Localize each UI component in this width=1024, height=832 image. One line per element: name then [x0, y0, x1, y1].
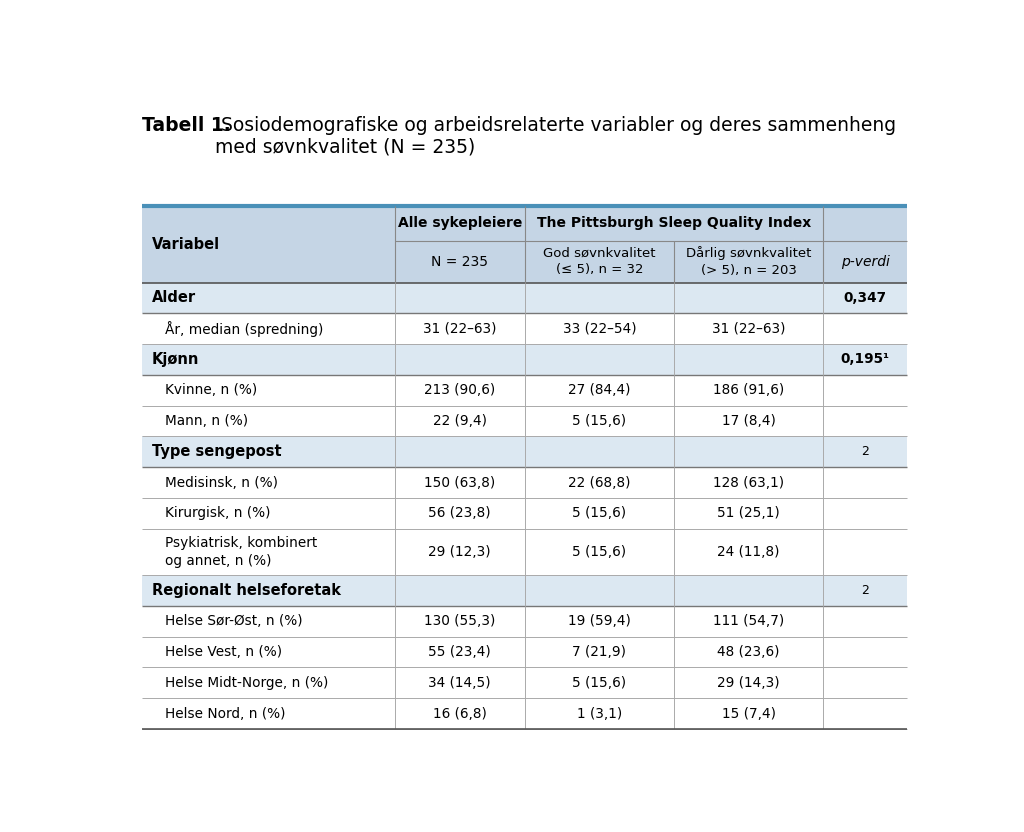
Bar: [142, 606, 907, 636]
Text: 213 (90,6): 213 (90,6): [424, 384, 496, 397]
Text: Type sengepost: Type sengepost: [152, 444, 282, 459]
Bar: [142, 698, 907, 729]
Bar: [142, 468, 907, 498]
Text: 2: 2: [861, 445, 869, 458]
Text: Helse Vest, n (%): Helse Vest, n (%): [165, 645, 282, 659]
Text: 34 (14,5): 34 (14,5): [428, 676, 492, 690]
Bar: [142, 636, 907, 667]
Text: Kjønn: Kjønn: [152, 352, 200, 367]
Text: Regionalt helseforetak: Regionalt helseforetak: [152, 583, 341, 598]
Bar: [142, 314, 907, 344]
Text: 7 (21,9): 7 (21,9): [572, 645, 627, 659]
Text: 55 (23,4): 55 (23,4): [428, 645, 492, 659]
Text: 22 (68,8): 22 (68,8): [568, 476, 631, 490]
Bar: [142, 283, 907, 314]
Text: 0,195¹: 0,195¹: [841, 353, 890, 366]
Text: 24 (11,8): 24 (11,8): [718, 545, 780, 559]
Text: 31 (22–63): 31 (22–63): [423, 322, 497, 335]
Text: Kirurgisk, n (%): Kirurgisk, n (%): [165, 507, 270, 521]
Text: 17 (8,4): 17 (8,4): [722, 414, 775, 428]
Text: 0,347: 0,347: [844, 291, 887, 305]
Text: Psykiatrisk, kombinert
og annet, n (%): Psykiatrisk, kombinert og annet, n (%): [165, 536, 316, 568]
Text: 16 (6,8): 16 (6,8): [433, 706, 486, 721]
Text: 51 (25,1): 51 (25,1): [717, 507, 780, 521]
Text: År, median (spredning): År, median (spredning): [165, 320, 323, 337]
Bar: [142, 344, 907, 375]
Text: God søvnkvalitet
(≤ 5), n = 32: God søvnkvalitet (≤ 5), n = 32: [543, 247, 655, 276]
Bar: [142, 375, 907, 406]
Bar: [142, 529, 907, 575]
Text: p-verdi: p-verdi: [841, 255, 890, 269]
Text: 56 (23,8): 56 (23,8): [428, 507, 492, 521]
Text: 29 (14,3): 29 (14,3): [717, 676, 780, 690]
Text: 27 (84,4): 27 (84,4): [568, 384, 631, 397]
Text: Dårlig søvnkvalitet
(> 5), n = 203: Dårlig søvnkvalitet (> 5), n = 203: [686, 246, 811, 277]
Text: Helse Nord, n (%): Helse Nord, n (%): [165, 706, 285, 721]
Text: Medisinsk, n (%): Medisinsk, n (%): [165, 476, 278, 490]
Text: 130 (55,3): 130 (55,3): [424, 614, 496, 628]
Bar: [142, 437, 907, 468]
Text: 150 (63,8): 150 (63,8): [424, 476, 496, 490]
Text: 111 (54,7): 111 (54,7): [713, 614, 784, 628]
Text: N = 235: N = 235: [431, 255, 488, 269]
Text: Variabel: Variabel: [152, 236, 220, 251]
Text: Alder: Alder: [152, 290, 196, 305]
Text: The Pittsburgh Sleep Quality Index: The Pittsburgh Sleep Quality Index: [537, 216, 811, 230]
Text: Mann, n (%): Mann, n (%): [165, 414, 248, 428]
Text: 31 (22–63): 31 (22–63): [712, 322, 785, 335]
Text: 128 (63,1): 128 (63,1): [713, 476, 784, 490]
Bar: [142, 575, 907, 606]
Text: 2: 2: [861, 584, 869, 597]
Bar: [142, 206, 907, 283]
Text: Alle sykepleiere: Alle sykepleiere: [397, 216, 522, 230]
Text: 19 (59,4): 19 (59,4): [568, 614, 631, 628]
Text: 1 (3,1): 1 (3,1): [577, 706, 622, 721]
Text: 48 (23,6): 48 (23,6): [718, 645, 780, 659]
Text: 5 (15,6): 5 (15,6): [572, 676, 627, 690]
Text: Helse Sør-Øst, n (%): Helse Sør-Øst, n (%): [165, 614, 302, 628]
Bar: [142, 406, 907, 437]
Text: 5 (15,6): 5 (15,6): [572, 545, 627, 559]
Bar: [142, 498, 907, 529]
Bar: [142, 667, 907, 698]
Text: 5 (15,6): 5 (15,6): [572, 507, 627, 521]
Text: 15 (7,4): 15 (7,4): [722, 706, 775, 721]
Text: Kvinne, n (%): Kvinne, n (%): [165, 384, 257, 397]
Text: Tabell 1.: Tabell 1.: [142, 116, 231, 135]
Text: 5 (15,6): 5 (15,6): [572, 414, 627, 428]
Text: Helse Midt-Norge, n (%): Helse Midt-Norge, n (%): [165, 676, 328, 690]
Text: 29 (12,3): 29 (12,3): [428, 545, 492, 559]
Text: 22 (9,4): 22 (9,4): [433, 414, 486, 428]
Text: 33 (22–54): 33 (22–54): [562, 322, 636, 335]
Text: 186 (91,6): 186 (91,6): [713, 384, 784, 397]
Text: Sosiodemografiske og arbeidsrelaterte variabler og deres sammenheng
med søvnkval: Sosiodemografiske og arbeidsrelaterte va…: [215, 116, 896, 157]
